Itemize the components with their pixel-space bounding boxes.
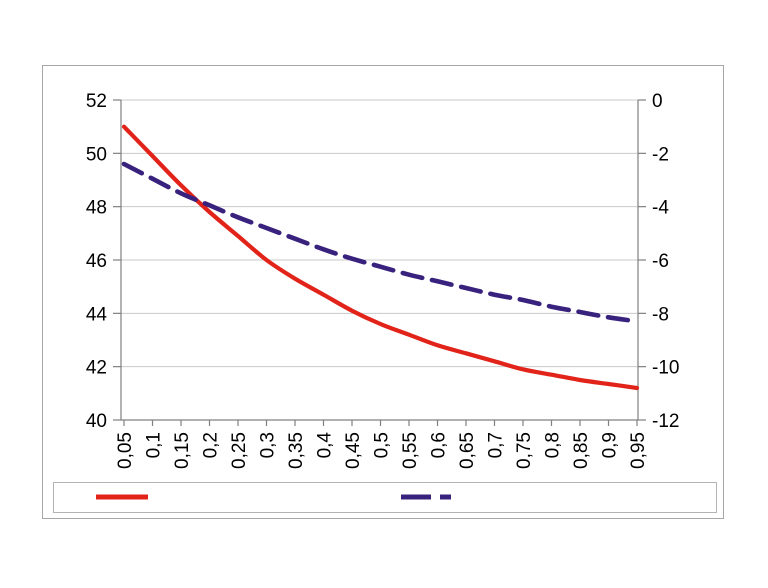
left-axis-tick-label: 52 (86, 91, 107, 112)
x-axis-tick-label: 0,4 (315, 432, 336, 459)
x-axis-tick-label: 0,95 (628, 432, 649, 469)
chart-legend[interactable] (53, 482, 717, 513)
left-axis-tick-label: 50 (86, 144, 107, 165)
right-axis-tick-label: -2 (652, 144, 669, 165)
x-axis-tick-label: 0,9 (600, 432, 621, 458)
left-axis-tick-label: 48 (86, 198, 107, 219)
right-axis-tick-label: -6 (652, 251, 669, 272)
x-axis-tick-label: 0,6 (429, 432, 450, 458)
x-axis-tick-label: 0,25 (229, 432, 250, 469)
right-axis-tick-label: -4 (652, 198, 669, 219)
left-axis-tick-label: 46 (86, 251, 107, 272)
x-axis-tick-label: 0,75 (514, 432, 535, 469)
dashed-indigo-series-line (121, 161, 640, 324)
x-axis-tick-label: 0,65 (457, 432, 478, 469)
x-axis-tick-label: 0,5 (372, 432, 393, 458)
x-axis-tick-label: 0,85 (571, 432, 592, 469)
x-axis-tick-label: 0,45 (343, 432, 364, 469)
x-axis-tick-label: 0,7 (486, 432, 507, 458)
right-axis-tick-label: -8 (652, 304, 669, 325)
x-axis-tick-label: 0,1 (144, 432, 165, 458)
left-axis-tick-label: 44 (86, 304, 108, 325)
left-axis-tick-label: 40 (86, 411, 107, 432)
x-axis-tick-label: 0,3 (258, 432, 279, 458)
x-axis-tick-label: 0,05 (115, 432, 136, 469)
x-axis-tick-label: 0,55 (400, 432, 421, 469)
left-axis-tick-label: 42 (86, 358, 107, 379)
right-axis-tick-label: -12 (652, 411, 679, 432)
x-axis-tick-label: 0,15 (172, 432, 193, 469)
x-axis-tick-label: 0,8 (543, 432, 564, 458)
solid-red-series-line (121, 124, 640, 391)
x-axis-tick-label: 0,2 (201, 432, 222, 458)
right-axis-tick-label: -10 (652, 358, 679, 379)
chart-frame[interactable] (42, 65, 724, 519)
right-axis-tick-label: 0 (652, 91, 663, 112)
x-axis-tick-label: 0,35 (286, 432, 307, 469)
